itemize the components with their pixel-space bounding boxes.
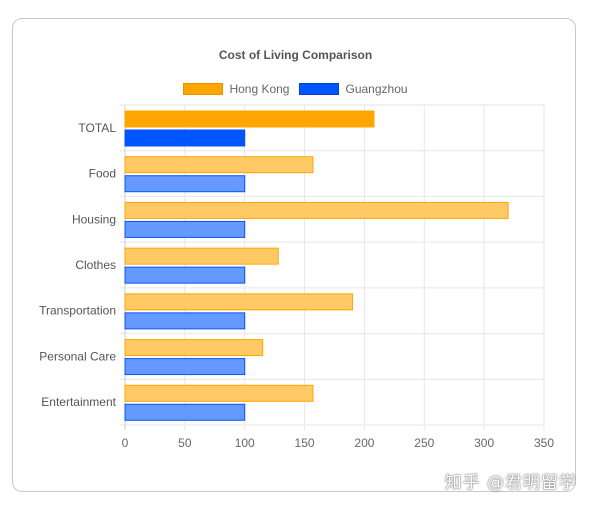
watermark: 知乎 @君明留学: [444, 473, 577, 493]
x-tick-label: 250: [414, 436, 434, 450]
bar-guangzhou: [124, 266, 246, 284]
chart-legend: Hong Kong Guangzhou: [0, 82, 591, 96]
bar-hong-kong: [124, 156, 314, 174]
bar-guangzhou: [124, 220, 246, 238]
bar-guangzhou: [124, 312, 246, 330]
legend-item-hong-kong[interactable]: Hong Kong: [183, 82, 289, 96]
legend-label-hong-kong: Hong Kong: [229, 82, 290, 96]
bar-hong-kong: [124, 247, 279, 265]
x-tick-label: 200: [354, 436, 374, 450]
legend-swatch-hong-kong: [183, 83, 224, 95]
x-tick-label: 50: [178, 436, 192, 450]
y-tick-label: Food: [89, 167, 116, 181]
legend-label-guangzhou: Guangzhou: [345, 82, 408, 96]
bar-guangzhou: [124, 175, 246, 193]
x-tick-label: 0: [122, 436, 129, 450]
bar-guangzhou: [124, 403, 246, 421]
bar-hong-kong: [124, 110, 375, 128]
y-tick-label: Entertainment: [41, 395, 116, 409]
bar-guangzhou: [124, 129, 246, 147]
x-tick-label: 100: [235, 436, 255, 450]
y-tick-label: Housing: [72, 212, 116, 226]
x-tick-label: 300: [474, 436, 494, 450]
y-tick-label: TOTAL: [78, 121, 116, 135]
bar-hong-kong: [124, 201, 509, 219]
x-tick-label: 150: [295, 436, 315, 450]
x-tick-label: 350: [534, 436, 554, 450]
y-tick-label: Transportation: [39, 304, 116, 318]
chart-title: Cost of Living Comparison: [218, 48, 373, 62]
bar-guangzhou: [124, 358, 246, 376]
bar-hong-kong: [124, 384, 314, 402]
chart-card: [12, 18, 576, 492]
legend-item-guangzhou[interactable]: Guangzhou: [299, 82, 408, 96]
legend-swatch-guangzhou: [299, 83, 340, 95]
bar-hong-kong: [124, 293, 353, 311]
bar-hong-kong: [124, 339, 264, 357]
y-tick-label: Clothes: [75, 258, 116, 272]
y-tick-label: Personal Care: [39, 349, 116, 363]
